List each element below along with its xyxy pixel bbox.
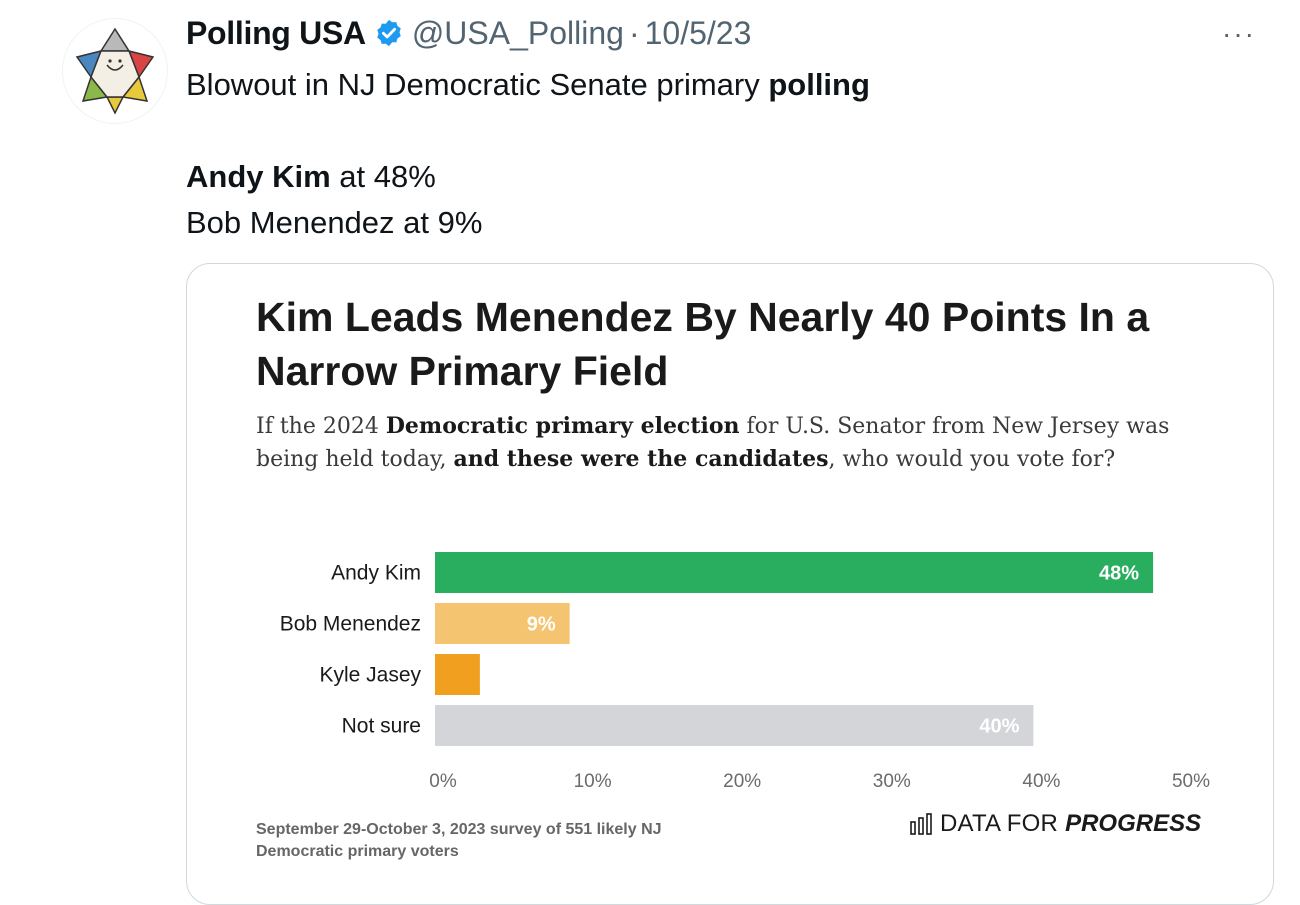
bar [435,705,1034,746]
tweet-text-line-1: Blowout in NJ Democratic Senate primary … [186,62,870,108]
subtitle-bold-part: and these were the candidates [453,446,829,472]
bar-chart-icon [910,813,932,835]
bar-chart: Andy Kim 48% Bob Menendez 9% Kyle Jasey Not s… [280,552,1210,792]
star-logo-icon [75,27,155,115]
subtitle-part: If the 2024 [256,414,386,439]
more-options-icon[interactable]: ··· [1222,18,1256,49]
header-separator: · [628,14,640,51]
subtitle-part: for U.S. Senator from New Jersey was bei… [256,414,1170,472]
author-handle[interactable]: @USA_Polling [411,14,624,51]
tweet-text-line-2: Andy Kim at 48% [186,154,436,200]
category-label: Not sure [342,715,421,738]
x-tick-label: 0% [429,771,457,792]
subtitle-part: , who would you vote for? [828,447,1116,472]
category-label: Andy Kim [331,562,421,585]
chart-title: Kim Leads Menendez By Nearly 40 Points I… [256,294,1150,394]
bar [435,552,1154,593]
brand-text-bold: PROGRESS [1065,810,1202,837]
chart-subtitle: If the 2024 Democratic primary election … [256,410,1176,476]
author-name[interactable]: Polling USA [186,14,366,51]
bar [435,603,570,644]
brand-text: DATA FOR [940,810,1059,837]
candidate-share: at 48% [330,159,436,194]
category-label: Kyle Jasey [319,664,421,687]
x-tick-label: 30% [873,771,911,792]
candidate-name-bold: Andy Kim [186,159,331,194]
x-tick-label: 10% [574,771,612,792]
tweet-header: Polling USA @USA_Polling · 10/5/23 [186,12,751,54]
x-tick-label: 20% [723,771,761,792]
tweet-text-plain: Blowout in NJ Democratic Senate primary [186,67,769,102]
tweet-text-line-3: Bob Menendez at 9% [186,205,483,240]
bar [435,654,480,695]
bar-value-label: 40% [979,716,1019,738]
survey-footnote: September 29-October 3, 2023 survey of 5… [256,821,662,860]
brand-logo: DATA FOR PROGRESS [910,810,1201,838]
verified-badge-icon[interactable] [374,18,404,48]
tweet-text-bold: polling [768,67,870,102]
category-label: Bob Menendez [280,613,421,636]
subtitle-bold-part: Democratic primary election [385,413,740,439]
avatar[interactable] [62,18,168,124]
bar-value-label: 48% [1099,563,1139,585]
bar-value-label: 9% [527,614,556,636]
x-tick-label: 50% [1172,771,1210,792]
tweet-date[interactable]: 10/5/23 [644,14,752,51]
x-tick-label: 40% [1022,771,1060,792]
